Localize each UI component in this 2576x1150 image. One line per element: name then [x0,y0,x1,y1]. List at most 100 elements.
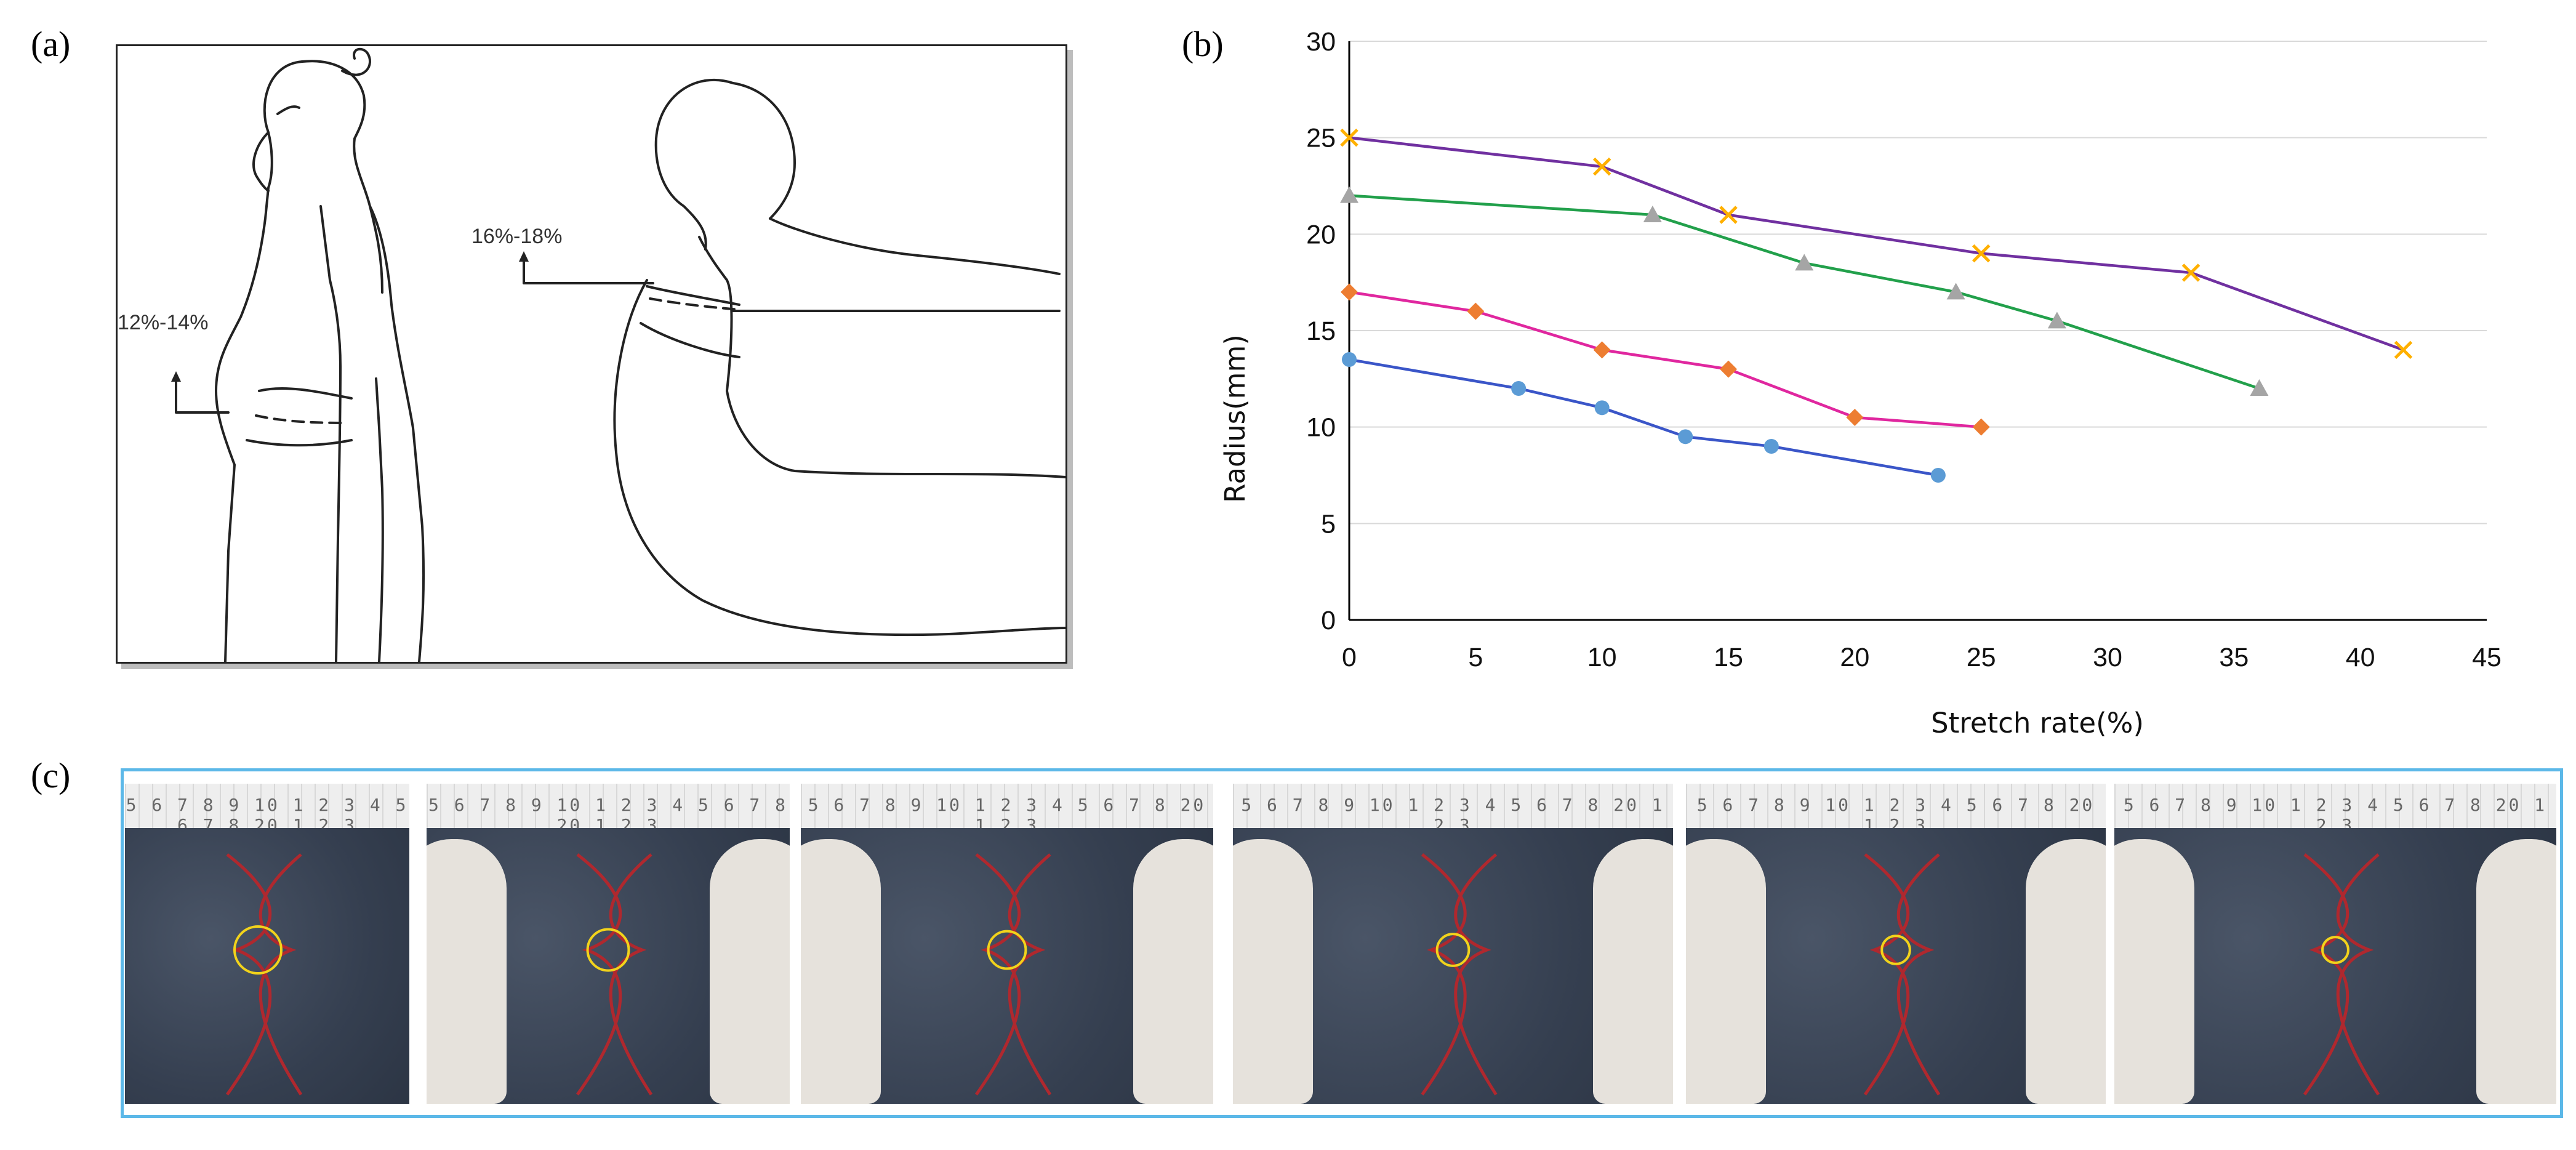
data-point [1340,128,1358,147]
y-tick-label: 25 [1306,124,1336,153]
series-line-4 [1349,136,2404,352]
glove-right [2026,839,2106,1104]
glove-right [710,839,790,1104]
tick-labels: 0 5 10 15 20 25 30 0 5 10 15 20 25 30 35 40 45 [1306,27,2502,672]
x-tick-label: 25 [1967,643,1996,672]
data-point [1678,429,1693,444]
body-sketch: 12%-14% 16%-18% [118,47,1065,662]
x-tick-label: 45 [2472,643,2502,672]
y-tick-label: 0 [1321,606,1336,635]
series-markers [1340,128,2413,483]
right-curve [1454,853,1498,1096]
panel-label-c: (c) [31,755,71,795]
photo-annotations [2303,853,2380,1096]
ruler: 5 6 7 8 9 10 1 2 3 4 5 6 7 8 20 1 2 3 [125,784,409,835]
right-curve [2336,853,2380,1096]
data-point [1593,341,1611,359]
y-tick-label: 10 [1306,413,1336,443]
data-point [1846,409,1864,426]
ruler: 5 6 7 8 9 10 1 2 3 4 5 6 7 8 20 1 2 3 [1686,784,2106,835]
data-point [2047,312,2066,329]
left-range-arrow: 12%-14% [118,311,230,414]
glove-left [1686,839,1766,1104]
data-point [1511,381,1527,396]
x-tick-label: 15 [1714,643,1743,672]
data-point [1592,157,1611,176]
y-tick-label: 15 [1306,316,1336,346]
glove-left [2114,839,2194,1104]
fabric-photo-4: 5 6 7 8 9 10 1 2 3 4 5 6 7 8 20 1 2 3 [1233,784,1673,1104]
radius-chart-panel: 0 5 10 15 20 25 30 0 5 10 15 20 25 30 35 40 45 Stretch r… [1200,25,2576,751]
x-tick-label: 10 [1587,643,1617,672]
data-point [1643,206,1662,222]
x-axis-title: Stretch rate(%) [1931,707,2144,739]
photo-annotations [576,853,653,1096]
radius-circle [1880,935,1911,965]
glove-left [427,839,507,1104]
y-tick-label: 30 [1306,27,1336,57]
fabric-photo-6: 5 6 7 8 9 10 1 2 3 4 5 6 7 8 20 1 2 3 [2114,784,2556,1104]
data-point [1972,418,1990,436]
standing-figure [215,47,425,662]
data-point [1719,206,1738,224]
fabric-photo-3: 5 6 7 8 9 10 1 2 3 4 5 6 7 8 20 1 2 3 [801,784,1213,1104]
panel-label-b: (b) [1182,24,1224,64]
right-curve [1896,853,1941,1096]
y-tick-label: 5 [1321,509,1336,539]
glove-left [1233,839,1313,1104]
right-curve [609,853,653,1096]
radius-circle [586,928,630,972]
data-point [2394,340,2413,360]
series-line-1 [1349,358,1939,477]
x-tick-label: 30 [2093,643,2122,672]
x-tick-label: 35 [2219,643,2249,672]
photo-annotations [974,853,1052,1096]
x-tick-label: 20 [1840,643,1869,672]
x-tick-label: 0 [1342,643,1357,672]
series-line-3 [1349,194,2260,390]
right-range-arrow: 16%-18% [471,225,654,284]
photo-annotations [1421,853,1498,1096]
right-curve [259,853,303,1096]
glove-right [1133,839,1213,1104]
data-point [1972,244,1991,263]
data-point [1795,254,1814,271]
data-point [1720,360,1737,378]
right-range-label: 16%-18% [471,225,562,248]
y-tick-label: 20 [1306,220,1336,249]
radius-circle [233,925,283,975]
series-line-2 [1349,291,1981,428]
data-point [1340,186,1358,203]
data-point [1342,352,1357,367]
fabric-photo-5: 5 6 7 8 9 10 1 2 3 4 5 6 7 8 20 1 2 3 [1686,784,2106,1104]
ruler: 5 6 7 8 9 10 1 2 3 4 5 6 7 8 20 1 2 3 [801,784,1213,835]
data-point [2181,263,2201,282]
left-range-label: 12%-14% [118,311,208,334]
x-tick-label: 40 [2346,643,2375,672]
glove-left [801,839,881,1104]
fabric-photo-2: 5 6 7 8 9 10 1 2 3 4 5 6 7 8 20 1 2 3 [427,784,790,1104]
panel-label-a: (a) [31,24,71,64]
fabric-photo-1: 5 6 7 8 9 10 1 2 3 4 5 6 7 8 20 1 2 3 [125,784,409,1104]
radius-circle [987,930,1027,970]
ruler-scale: 5 6 7 8 9 10 1 2 3 4 5 6 7 8 20 1 2 3 [2123,795,2548,835]
data-point [2250,379,2269,396]
glove-right [2476,839,2556,1104]
photo-annotations [225,853,303,1096]
data-point [1467,302,1485,320]
ruler: 5 6 7 8 9 10 1 2 3 4 5 6 7 8 20 1 2 3 [2114,784,2556,835]
seated-figure [613,78,1065,637]
data-point [1763,439,1779,454]
radius-circle [1435,933,1471,967]
right-curve [1008,853,1052,1096]
radius-vs-stretch-chart: 0 5 10 15 20 25 30 0 5 10 15 20 25 30 35 40 45 Stretch r… [1219,27,2502,739]
glove-right [1593,839,1673,1104]
gridlines [1349,41,2487,525]
series-lines [1349,136,2404,477]
data-point [1594,400,1610,416]
body-sketch-panel: 12%-14% 16%-18% [116,44,1067,664]
ruler-scale: 5 6 7 8 9 10 1 2 3 4 5 6 7 8 20 1 2 3 [1696,795,2095,835]
photo-annotations [1863,853,1941,1096]
data-point [1946,283,1965,300]
